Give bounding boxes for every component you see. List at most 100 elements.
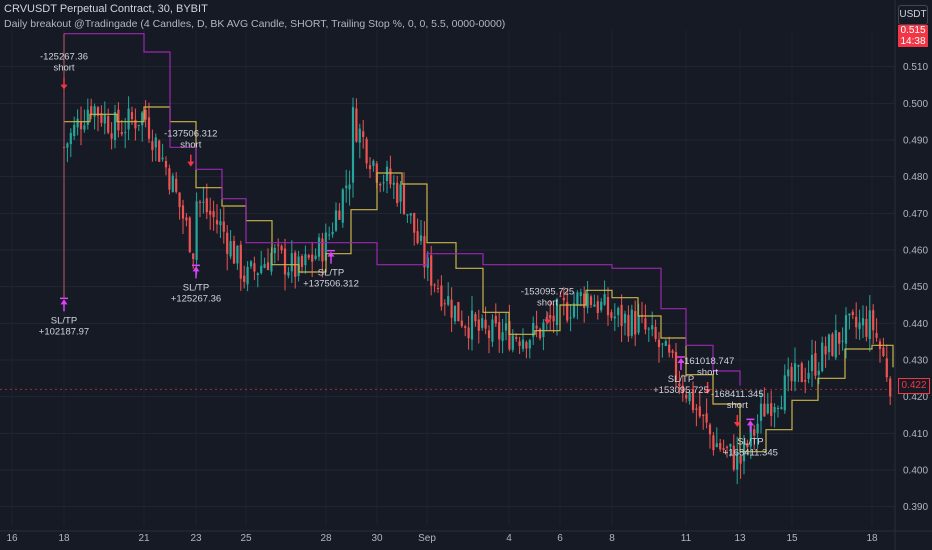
candle-body: [664, 341, 667, 346]
exit-marker-arrowhead: [327, 251, 335, 257]
candle-body: [566, 302, 569, 321]
candle-body: [749, 425, 752, 447]
candle-body: [804, 380, 807, 382]
breakout-level-line: [64, 106, 894, 453]
trade-label: short: [697, 367, 718, 378]
candle-body: [793, 363, 797, 382]
candle-body: [83, 125, 86, 130]
trade-label: +102187.97: [39, 326, 89, 337]
candle-body: [674, 351, 678, 381]
exit-marker-arrowhead: [60, 299, 68, 305]
candle-body: [222, 221, 225, 232]
candle-body: [314, 255, 317, 260]
y-tick-label: 0.500: [903, 99, 928, 110]
candle-body: [807, 372, 810, 379]
candle-body: [654, 326, 657, 339]
bar-countdown: 14:38: [900, 36, 926, 47]
y-tick-label: 0.450: [903, 282, 928, 293]
candle-body: [868, 310, 871, 340]
candle-body: [416, 231, 419, 244]
candle-body: [358, 128, 361, 143]
candle-body: [875, 332, 878, 338]
exit-marker-arrowhead: [192, 266, 200, 272]
trade-label: SL/TP: [183, 282, 209, 293]
x-tick-label: 30: [371, 533, 383, 544]
candle-body: [409, 213, 412, 216]
candle-body: [620, 304, 623, 327]
candle-body: [623, 313, 627, 323]
candle-body: [719, 443, 722, 450]
candle-body: [453, 305, 457, 322]
candle-body: [549, 315, 552, 319]
candle-body: [708, 424, 712, 435]
candle-body: [127, 108, 130, 130]
candle-body: [613, 316, 616, 319]
x-tick-label: 28: [320, 533, 332, 544]
candle-body: [637, 315, 640, 333]
candle-body: [759, 403, 763, 421]
candle-body: [334, 210, 338, 231]
candle-body: [362, 131, 365, 137]
candle-body: [491, 319, 494, 342]
trade-label: short: [727, 400, 748, 411]
candle-body: [372, 160, 375, 166]
trade-label: SL/TP: [51, 315, 77, 326]
trade-label: SL/TP: [318, 268, 344, 279]
candle-body: [287, 272, 290, 276]
candle-body: [511, 335, 514, 350]
candle-body: [209, 210, 212, 215]
candle-body: [586, 293, 589, 308]
candle-body: [164, 160, 168, 168]
trade-label: +137506.312: [303, 279, 359, 290]
candle-body: [402, 184, 406, 214]
candle-body: [865, 319, 868, 337]
x-tick-label: 25: [240, 533, 252, 544]
candle-body: [154, 137, 157, 148]
candle-body: [698, 406, 701, 417]
candle-body: [188, 217, 191, 253]
candle-body: [729, 443, 732, 447]
candle-body: [474, 314, 477, 322]
candle-body: [521, 339, 525, 349]
currency-selector[interactable]: USDT: [898, 5, 928, 25]
candle-body: [368, 165, 372, 170]
candle-body: [141, 112, 144, 126]
candle-body: [494, 315, 497, 324]
candle-body: [321, 238, 324, 262]
candle-body: [253, 263, 256, 272]
indicator-settings[interactable]: Daily breakout @Tradingade (4 Candles, D…: [4, 18, 506, 30]
candle-body: [120, 132, 123, 135]
candle-body: [158, 140, 161, 162]
candle-body: [239, 244, 242, 279]
candle-body: [263, 264, 266, 268]
candle-body: [195, 201, 198, 260]
candle-body: [532, 323, 535, 337]
candle-body: [685, 394, 688, 399]
exit-marker-arrowhead: [677, 358, 685, 363]
candle-body: [457, 302, 460, 322]
candle-body: [266, 262, 270, 270]
candle-body: [790, 366, 793, 382]
candle-body: [147, 117, 151, 139]
candle-body: [739, 455, 742, 464]
trade-label: -161018.747: [681, 356, 734, 367]
x-tick-label: 4: [506, 533, 512, 544]
candle-body: [304, 254, 307, 266]
candle-body: [277, 244, 280, 246]
candle-body: [130, 112, 134, 120]
candle-body: [647, 328, 650, 330]
trade-label: +168411.345: [723, 447, 778, 458]
y-tick-label: 0.410: [903, 429, 928, 440]
candle-body: [501, 332, 504, 341]
candle-body: [715, 443, 718, 448]
candle-body: [589, 296, 593, 306]
short-entry-arrowhead: [60, 84, 68, 90]
candle-body: [226, 232, 229, 254]
candle-body: [780, 407, 783, 410]
candle-body: [124, 132, 127, 134]
candle-body: [678, 383, 681, 386]
candle-body: [487, 330, 491, 339]
candle-body: [525, 342, 528, 349]
trade-label: +125267.36: [171, 293, 221, 304]
